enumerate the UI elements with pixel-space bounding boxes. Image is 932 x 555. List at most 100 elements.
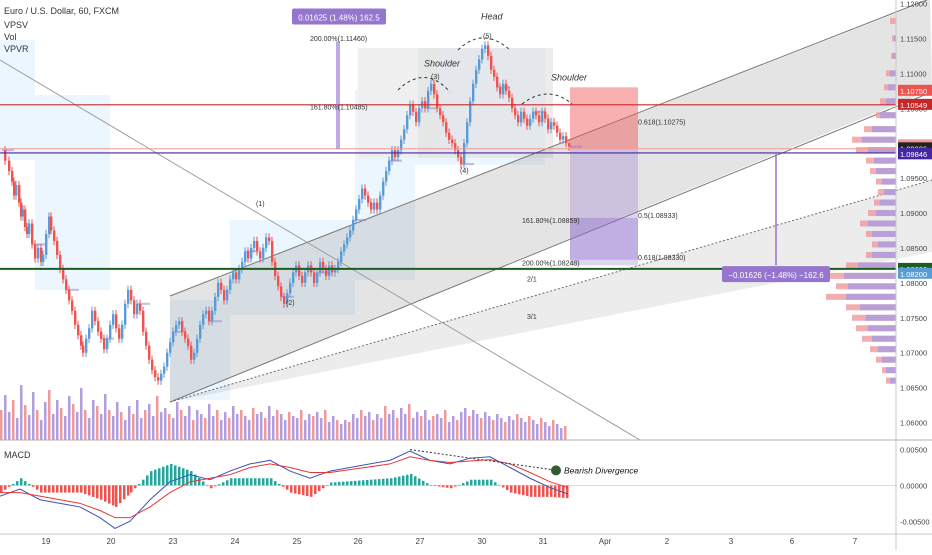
volume-bar xyxy=(76,412,79,440)
candle-body xyxy=(514,108,517,116)
macd-histogram-bar xyxy=(470,479,473,486)
volume-bar xyxy=(92,400,95,440)
volume-bar xyxy=(20,385,23,440)
candle-body xyxy=(235,272,238,280)
macd-histogram-bar xyxy=(442,485,445,488)
time-tick-label: 6 xyxy=(790,537,795,546)
volume-bar xyxy=(216,410,219,440)
macd-histogram-bar xyxy=(446,485,449,488)
candle-body xyxy=(517,115,520,123)
macd-histogram-bar xyxy=(454,485,457,487)
chart-annotation: Shoulder xyxy=(551,72,588,82)
macd-histogram-bar xyxy=(506,485,509,491)
macd-histogram-bar xyxy=(190,471,193,486)
macd-histogram-bar xyxy=(4,485,7,490)
vpvr-bar-up xyxy=(890,377,896,384)
macd-histogram-bar xyxy=(262,478,265,486)
volume-bar xyxy=(56,400,59,440)
chart-annotation: (1) xyxy=(256,201,265,208)
candle-body xyxy=(532,111,535,119)
macd-tick-label: -0.00500 xyxy=(900,517,930,526)
candle-body xyxy=(355,209,358,220)
macd-histogram-bar xyxy=(514,485,517,494)
volume-profile-layer xyxy=(2,17,896,384)
macd-histogram-bar xyxy=(214,485,217,487)
macd-histogram-bar xyxy=(218,484,221,486)
macd-histogram-bar xyxy=(522,485,525,496)
volume-bar xyxy=(532,420,535,440)
candle-body xyxy=(187,338,190,346)
candle-body xyxy=(172,331,175,343)
candle-body xyxy=(199,324,202,339)
macd-histogram-bar xyxy=(178,466,181,486)
vpvr-bar-up xyxy=(872,230,896,237)
volume-bar xyxy=(508,416,511,440)
volume-bar xyxy=(444,410,447,440)
volume-bar xyxy=(228,418,231,440)
candle-body xyxy=(208,310,211,322)
candle-body xyxy=(205,310,208,315)
volume-bar xyxy=(164,408,167,440)
candle-body xyxy=(523,111,526,119)
candle-body xyxy=(65,279,68,290)
volume-bar xyxy=(260,412,263,440)
volume-bar xyxy=(332,416,335,440)
candle-body xyxy=(328,265,331,276)
candle-body xyxy=(256,240,259,252)
volume-bar xyxy=(464,408,467,440)
macd-histogram-bar xyxy=(230,478,233,486)
candle-body xyxy=(334,268,337,273)
macd-pane-label[interactable]: MACD xyxy=(4,450,31,460)
volume-bar xyxy=(416,412,419,440)
price-tick-label: 1.07000 xyxy=(900,349,927,358)
chart-annotation: Shoulder xyxy=(424,58,461,68)
candle-body xyxy=(415,111,418,123)
macd-histogram-bar xyxy=(154,469,157,486)
candle-body xyxy=(340,251,343,262)
candle-body xyxy=(88,328,91,339)
time-tick-label: 27 xyxy=(416,537,425,546)
vpvr-bar-up xyxy=(872,251,896,258)
candle-body xyxy=(382,181,385,196)
price-axis-badge-text: 1.10549 xyxy=(900,101,927,110)
candle-body xyxy=(418,108,421,123)
volume-bar xyxy=(112,416,115,440)
macd-histogram-bar xyxy=(56,485,59,493)
measure-label-box xyxy=(292,8,386,25)
indicator-label-vpvr[interactable]: VPVR xyxy=(4,44,29,54)
candle-body xyxy=(394,150,397,158)
candle-body xyxy=(241,261,244,269)
candle-body xyxy=(91,310,94,329)
macd-histogram-bar xyxy=(68,485,71,493)
chart-annotation: Head xyxy=(481,12,504,22)
macd-histogram-bar xyxy=(310,485,313,497)
macd-histogram-bar xyxy=(40,485,43,493)
macd-histogram-bar xyxy=(302,485,305,496)
candle-body xyxy=(409,104,412,116)
indicator-label-vpsv[interactable]: VPSV xyxy=(4,20,29,30)
macd-histogram-bar xyxy=(322,485,325,489)
vpvr-bar-up xyxy=(866,314,896,321)
candle-body xyxy=(364,188,367,196)
session-volume-profile-bar xyxy=(354,219,366,221)
candle-body xyxy=(292,272,295,283)
price-axis-badge xyxy=(898,98,932,110)
volume-bar xyxy=(520,418,523,440)
macd-histogram-bar xyxy=(498,484,501,486)
volume-bar xyxy=(48,390,51,440)
macd-histogram-bar xyxy=(294,485,297,494)
session-volume-profile-bar xyxy=(534,110,546,113)
macd-histogram-bar xyxy=(530,485,533,497)
volume-bar xyxy=(184,416,187,440)
candle-body xyxy=(121,324,124,339)
time-tick-label: 3 xyxy=(729,537,734,546)
candle-body xyxy=(568,143,571,147)
price-axis-badge xyxy=(898,147,932,159)
indicator-label-vol[interactable]: Vol xyxy=(4,32,17,42)
macd-histogram-bar xyxy=(119,485,122,504)
macd-histogram-bar xyxy=(134,485,137,489)
candle-body xyxy=(181,321,184,332)
price-tick-label: 1.06500 xyxy=(900,384,927,393)
